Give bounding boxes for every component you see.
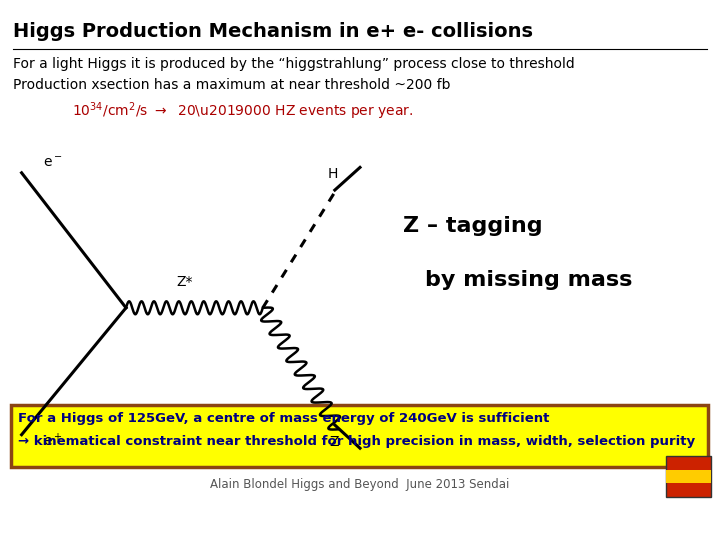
Text: For a light Higgs it is produced by the “higgstrahlung” process close to thresho: For a light Higgs it is produced by the … bbox=[13, 57, 575, 71]
Text: by missing mass: by missing mass bbox=[425, 270, 632, 290]
Text: Z*: Z* bbox=[176, 275, 193, 289]
Text: Higgs Production Mechanism in e+ e- collisions: Higgs Production Mechanism in e+ e- coll… bbox=[13, 22, 533, 40]
Bar bbox=[666, 470, 711, 483]
Text: Production xsection has a maximum at near threshold ~200 fb: Production xsection has a maximum at nea… bbox=[13, 78, 451, 92]
Text: Z: Z bbox=[330, 435, 339, 449]
Text: H: H bbox=[328, 167, 338, 181]
FancyBboxPatch shape bbox=[11, 405, 708, 467]
Text: For a Higgs of 125GeV, a centre of mass energy of 240GeV is sufficient: For a Higgs of 125GeV, a centre of mass … bbox=[18, 412, 549, 425]
Text: Z – tagging: Z – tagging bbox=[403, 216, 543, 236]
Text: e$^+$: e$^+$ bbox=[43, 432, 63, 449]
FancyBboxPatch shape bbox=[666, 456, 711, 497]
Text: Alain Blondel Higgs and Beyond  June 2013 Sendai: Alain Blondel Higgs and Beyond June 2013… bbox=[210, 478, 510, 491]
Text: e$^-$: e$^-$ bbox=[43, 156, 63, 170]
Text: 10$^{34}$/cm$^2$/s $\rightarrow$  20\u2019000 HZ events per year.: 10$^{34}$/cm$^2$/s $\rightarrow$ 20\u201… bbox=[72, 100, 413, 122]
Text: → kinematical constraint near threshold for high precision in mass, width, selec: → kinematical constraint near threshold … bbox=[18, 435, 695, 448]
